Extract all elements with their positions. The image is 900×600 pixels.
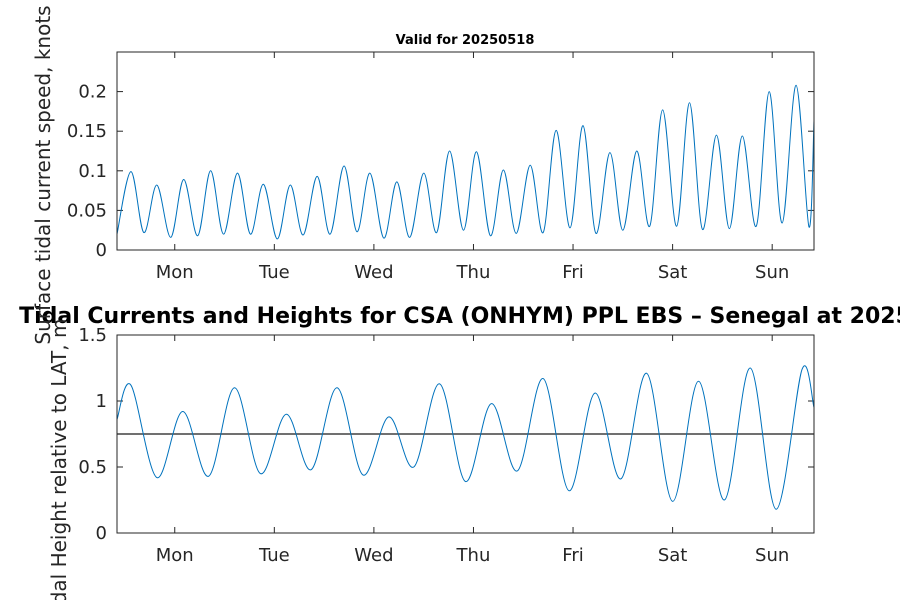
tidal-height-xtick-label: Fri (562, 545, 583, 566)
tidal-height-xtick-label: Mon (156, 545, 194, 566)
current-speed-title: Valid for 20250518 (396, 33, 535, 48)
tidal-height-xtick-label: Sun (755, 545, 789, 566)
tidal-height-xtick-label: Wed (354, 545, 393, 566)
tidal-height-ytick-label: 1 (96, 391, 107, 412)
main-chart-title: Tidal Currents and Heights for CSA (ONHY… (19, 304, 900, 329)
tidal-height-xtick-label: Thu (456, 545, 491, 566)
current-speed-ylabel: Surface tidal current speed, knots (31, 5, 55, 344)
current-speed-xtick-label: Sun (755, 262, 789, 283)
tidal-height-ylabel: Tidal Height relative to LAT, m (47, 319, 71, 600)
tidal-height-marks: 0 0.5 1 1.5 Mon Tue Wed Thu Fri Sat Sun (78, 325, 814, 566)
current-speed-ytick-label: 0 (96, 240, 107, 261)
tidal-height-ytick-label: 0 (96, 523, 107, 544)
tidal-height-xtick-label: Sat (658, 545, 688, 566)
current-speed-ytick-label: 0.1 (78, 161, 107, 182)
current-speed-panel: Valid for 20250518 0 0.05 0.1 0.15 0.2 Mon Tue… (67, 33, 815, 283)
current-speed-ytick-label: 0.15 (67, 121, 107, 142)
current-speed-ytick-label: 0.2 (78, 82, 107, 103)
current-speed-xtick-label: Tue (258, 262, 290, 283)
current-speed-ytick-label: 0.05 (67, 200, 107, 221)
current-speed-axes-box (116, 51, 815, 251)
tidal-height-ytick-label: 0.5 (78, 457, 107, 478)
current-speed-xtick-label: Fri (562, 262, 583, 283)
current-speed-plot-area (117, 52, 814, 250)
tidal-height-axes-box (116, 334, 815, 534)
tidal-height-ytick-label: 1.5 (78, 325, 107, 346)
current-speed-xtick-label: Sat (658, 262, 688, 283)
current-speed-xtick-label: Mon (156, 262, 194, 283)
tidal-height-series-line (117, 365, 814, 510)
tidal-height-panel: 0 0.5 1 1.5 Mon Tue Wed Thu Fri Sat Sun (78, 325, 815, 566)
current-speed-xtick-label: Thu (456, 262, 491, 283)
current-speed-marks: 0 0.05 0.1 0.15 0.2 Mon Tue Wed Thu Fri Sat Sun (67, 52, 814, 283)
current-speed-xtick-label: Wed (354, 262, 393, 283)
tidal-height-xtick-label: Tue (258, 545, 290, 566)
current-speed-series-line (117, 84, 814, 240)
